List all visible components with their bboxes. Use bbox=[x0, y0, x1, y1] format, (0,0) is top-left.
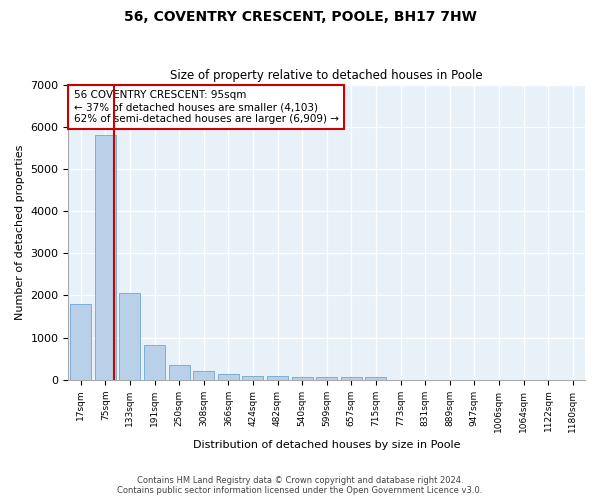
Bar bbox=[169, 366, 190, 380]
Bar bbox=[95, 135, 116, 380]
Bar bbox=[218, 374, 239, 380]
Bar bbox=[365, 378, 386, 380]
Text: 56 COVENTRY CRESCENT: 95sqm
← 37% of detached houses are smaller (4,103)
62% of : 56 COVENTRY CRESCENT: 95sqm ← 37% of det… bbox=[74, 90, 338, 124]
Bar bbox=[144, 345, 165, 380]
Bar bbox=[242, 376, 263, 380]
Bar bbox=[119, 294, 140, 380]
X-axis label: Distribution of detached houses by size in Poole: Distribution of detached houses by size … bbox=[193, 440, 460, 450]
Bar bbox=[316, 378, 337, 380]
Bar bbox=[193, 370, 214, 380]
Y-axis label: Number of detached properties: Number of detached properties bbox=[15, 144, 25, 320]
Bar bbox=[70, 304, 91, 380]
Title: Size of property relative to detached houses in Poole: Size of property relative to detached ho… bbox=[170, 69, 483, 82]
Text: Contains HM Land Registry data © Crown copyright and database right 2024.
Contai: Contains HM Land Registry data © Crown c… bbox=[118, 476, 482, 495]
Bar bbox=[267, 376, 288, 380]
Text: 56, COVENTRY CRESCENT, POOLE, BH17 7HW: 56, COVENTRY CRESCENT, POOLE, BH17 7HW bbox=[124, 10, 476, 24]
Bar bbox=[292, 377, 313, 380]
Bar bbox=[341, 378, 362, 380]
